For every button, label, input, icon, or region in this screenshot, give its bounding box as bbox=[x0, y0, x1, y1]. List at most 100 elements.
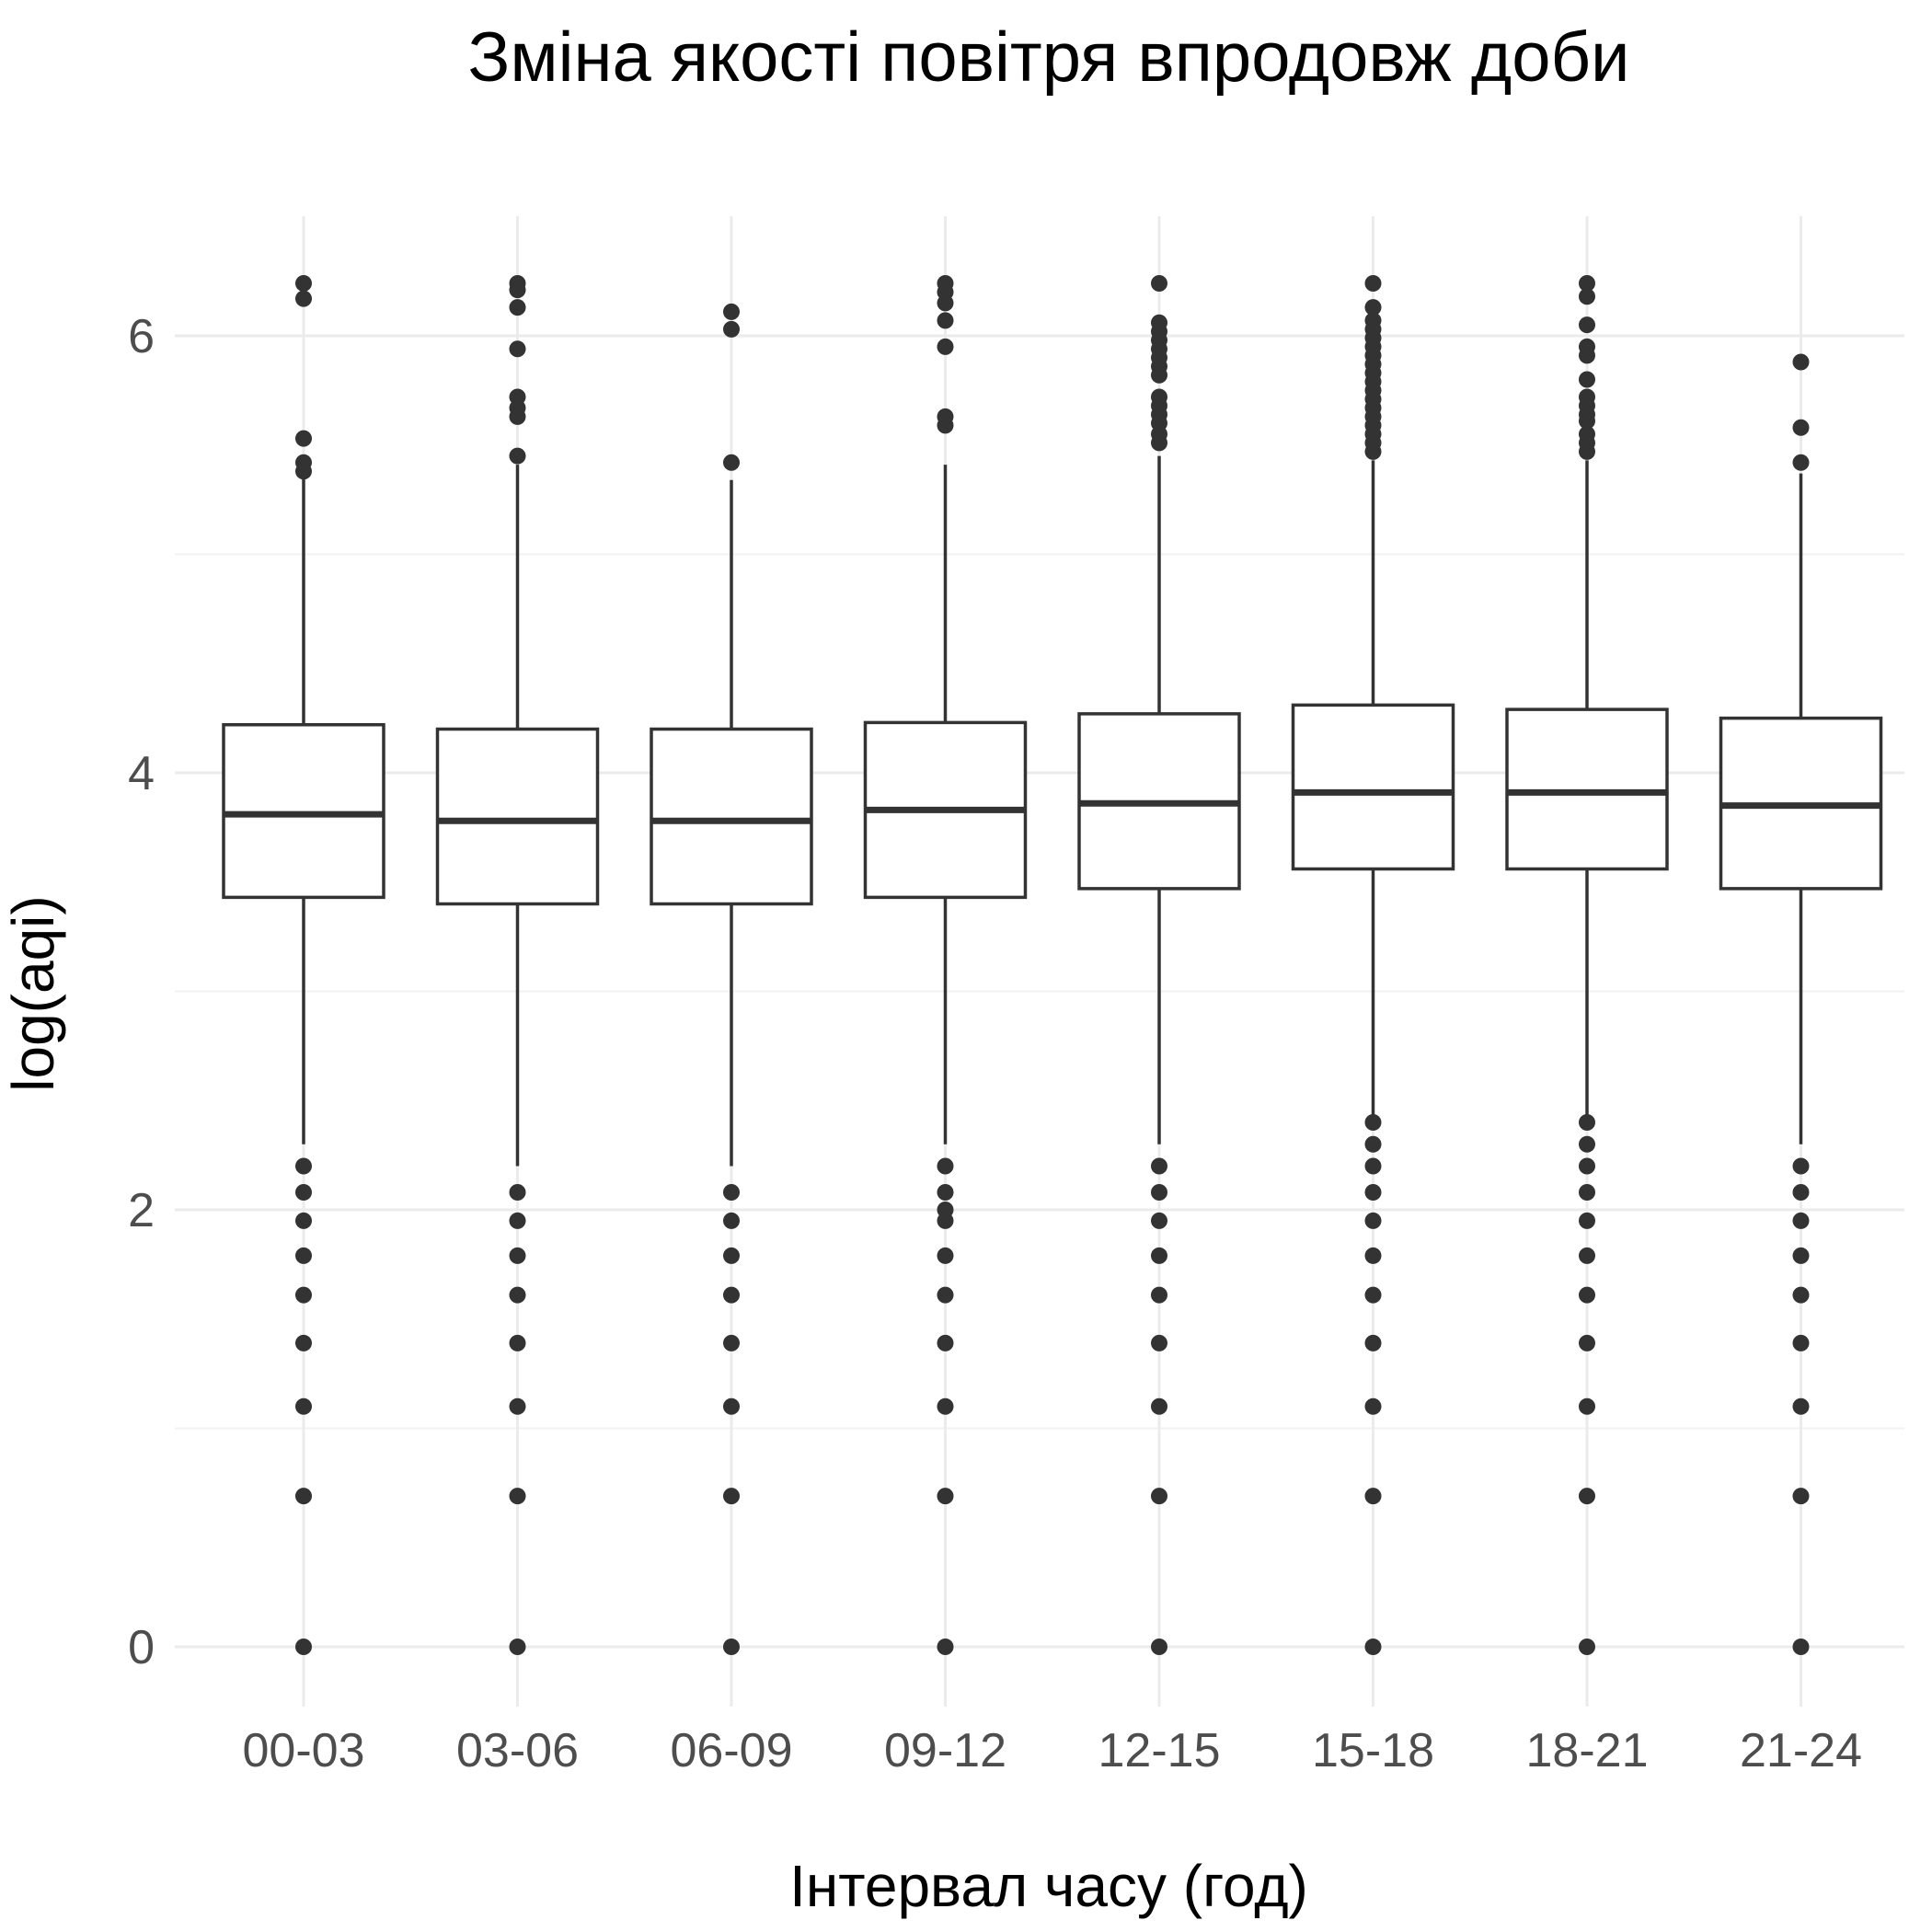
x-tick-label: 21-24 bbox=[1740, 1724, 1862, 1777]
outlier-point bbox=[509, 1286, 526, 1304]
outlier-point bbox=[1579, 1157, 1595, 1175]
outlier-point bbox=[1792, 1184, 1810, 1201]
outlier-point bbox=[1579, 288, 1595, 305]
outlier-point bbox=[937, 1247, 954, 1264]
outlier-point bbox=[1579, 347, 1595, 364]
outlier-point bbox=[723, 1247, 740, 1264]
outlier-point bbox=[1579, 1286, 1595, 1304]
outlier-point bbox=[1792, 1212, 1810, 1229]
y-axis-title: log(aqi) bbox=[0, 895, 66, 1091]
outlier-point bbox=[1792, 454, 1810, 471]
outlier-point bbox=[295, 1334, 312, 1351]
iqr-box bbox=[1505, 707, 1669, 871]
outlier-point bbox=[1151, 434, 1167, 452]
chart-title: Зміна якості повітря впродовж доби bbox=[468, 18, 1630, 97]
boxplot-21-24 bbox=[1719, 353, 1883, 1655]
y-tick-label: 6 bbox=[128, 310, 155, 363]
outlier-point bbox=[1579, 1184, 1595, 1201]
outlier-point bbox=[723, 1212, 740, 1229]
boxplot-06-09 bbox=[650, 303, 813, 1655]
outlier-point bbox=[1579, 443, 1595, 460]
outlier-point bbox=[1579, 1135, 1595, 1153]
outlier-point bbox=[723, 320, 740, 338]
outlier-point bbox=[1792, 1639, 1810, 1655]
outlier-point bbox=[1364, 299, 1382, 316]
outlier-point bbox=[509, 340, 526, 358]
iqr-box bbox=[650, 727, 813, 906]
outlier-point bbox=[1364, 1212, 1382, 1229]
outlier-point bbox=[509, 1639, 526, 1655]
iqr-box bbox=[1291, 703, 1455, 871]
outlier-point bbox=[937, 294, 954, 312]
outlier-point bbox=[1364, 1247, 1382, 1264]
outlier-point bbox=[509, 1334, 526, 1351]
outlier-point bbox=[509, 1488, 526, 1505]
outlier-point bbox=[723, 1397, 740, 1415]
outlier-point bbox=[723, 1639, 740, 1655]
outlier-point bbox=[1364, 275, 1382, 292]
outlier-point bbox=[1579, 412, 1595, 430]
outlier-point bbox=[1364, 443, 1382, 460]
outlier-point bbox=[295, 463, 312, 480]
outlier-point bbox=[1151, 275, 1167, 292]
grid bbox=[175, 216, 1904, 1707]
outlier-point bbox=[723, 1488, 740, 1505]
outlier-point bbox=[937, 1184, 954, 1201]
iqr-box bbox=[222, 723, 385, 900]
outlier-point bbox=[1579, 275, 1595, 292]
outlier-point bbox=[1151, 1286, 1167, 1304]
outlier-point bbox=[1151, 1488, 1167, 1505]
x-axis-title: Інтервал часу (год) bbox=[789, 1853, 1308, 1919]
outlier-point bbox=[295, 275, 312, 292]
boxplot-00-03 bbox=[222, 275, 385, 1655]
outlier-point bbox=[1364, 1114, 1382, 1131]
outlier-point bbox=[1792, 1157, 1810, 1175]
outlier-point bbox=[1579, 1334, 1595, 1351]
outlier-point bbox=[937, 1334, 954, 1351]
outlier-point bbox=[295, 1397, 312, 1415]
outlier-point bbox=[1151, 1334, 1167, 1351]
x-tick-label: 09-12 bbox=[884, 1724, 1006, 1777]
outlier-point bbox=[723, 454, 740, 471]
outlier-point bbox=[295, 1157, 312, 1175]
outlier-point bbox=[1579, 316, 1595, 334]
outlier-point bbox=[1579, 1212, 1595, 1229]
y-tick-label: 0 bbox=[128, 1621, 155, 1674]
x-tick-label: 03-06 bbox=[456, 1724, 579, 1777]
x-tick-label: 12-15 bbox=[1098, 1724, 1221, 1777]
outlier-point bbox=[723, 303, 740, 320]
outlier-point bbox=[1151, 1397, 1167, 1415]
outlier-point bbox=[937, 1212, 954, 1229]
x-tick-label: 00-03 bbox=[243, 1724, 365, 1777]
outlier-point bbox=[1579, 1639, 1595, 1655]
outlier-point bbox=[1579, 1114, 1595, 1131]
outlier-point bbox=[723, 1334, 740, 1351]
x-tick-label: 15-18 bbox=[1312, 1724, 1434, 1777]
boxplots bbox=[222, 275, 1883, 1655]
outlier-point bbox=[509, 1184, 526, 1201]
outlier-point bbox=[509, 1212, 526, 1229]
outlier-point bbox=[1364, 1488, 1382, 1505]
outlier-point bbox=[1151, 1157, 1167, 1175]
outlier-point bbox=[295, 1488, 312, 1505]
outlier-point bbox=[937, 417, 954, 434]
outlier-point bbox=[509, 1247, 526, 1264]
boxplot-15-18 bbox=[1291, 275, 1455, 1655]
outlier-point bbox=[295, 290, 312, 307]
outlier-point bbox=[295, 1184, 312, 1201]
outlier-point bbox=[1364, 1639, 1382, 1655]
outlier-point bbox=[1151, 366, 1167, 384]
boxplot-12-15 bbox=[1077, 275, 1241, 1655]
outlier-point bbox=[1364, 1135, 1382, 1153]
outlier-point bbox=[1364, 1184, 1382, 1201]
outlier-point bbox=[1792, 1286, 1810, 1304]
outlier-point bbox=[295, 430, 312, 447]
boxplot-09-12 bbox=[863, 275, 1028, 1655]
outlier-point bbox=[1364, 1334, 1382, 1351]
outlier-point bbox=[509, 408, 526, 425]
outlier-point bbox=[1364, 1286, 1382, 1304]
outlier-point bbox=[1579, 1488, 1595, 1505]
x-tick-label: 06-09 bbox=[671, 1724, 793, 1777]
outlier-point bbox=[1151, 1184, 1167, 1201]
